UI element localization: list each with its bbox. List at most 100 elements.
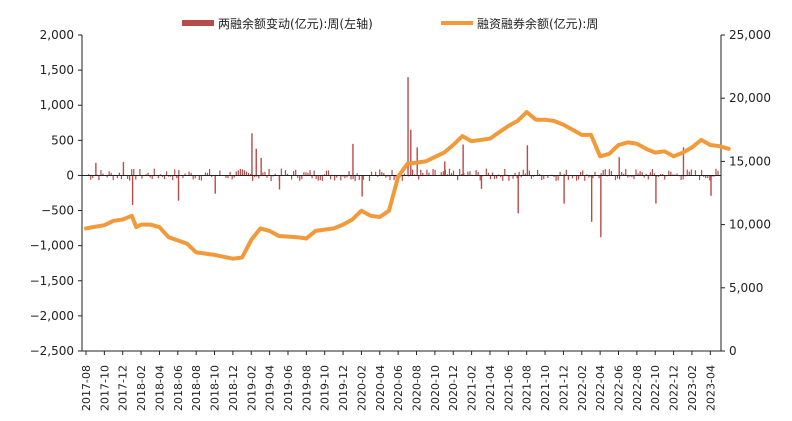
change-bar	[88, 174, 90, 176]
change-bar-spike	[95, 162, 97, 176]
change-bar-spike	[177, 175, 180, 201]
change-bar	[323, 174, 325, 176]
x-tick-label: 2021-08	[521, 365, 534, 411]
right-tick-label: 25,000	[729, 28, 771, 42]
x-tick-label: 2018-06	[172, 365, 185, 411]
left-tick-label: 1,000	[40, 98, 74, 112]
change-bar	[262, 172, 264, 176]
change-bar	[108, 171, 110, 176]
change-bar	[621, 171, 623, 176]
change-bar	[237, 170, 239, 176]
x-tick-label: 2018-10	[209, 365, 222, 411]
change-bar	[350, 175, 352, 180]
change-bar	[342, 175, 344, 177]
change-bar	[110, 172, 112, 176]
change-bar	[686, 169, 688, 176]
change-bar	[651, 168, 653, 176]
change-bar	[370, 171, 373, 176]
change-bar	[200, 175, 202, 181]
change-bar	[649, 172, 651, 176]
x-tick-label: 2020-10	[429, 365, 442, 411]
change-bar	[487, 172, 489, 176]
x-tick-label: 2020-04	[374, 365, 387, 411]
change-bar	[321, 175, 323, 181]
change-bar	[348, 171, 350, 176]
change-bar	[383, 173, 385, 176]
change-bar	[211, 175, 213, 178]
change-bar-spike	[255, 148, 257, 176]
change-bar	[688, 171, 690, 176]
change-bar	[165, 171, 168, 176]
change-bar	[204, 172, 207, 176]
change-bar	[266, 175, 268, 178]
change-bar	[297, 175, 299, 178]
change-bar	[639, 171, 641, 176]
change-bar	[530, 175, 533, 179]
change-bar	[481, 175, 483, 177]
change-bar	[379, 169, 381, 176]
change-bar	[694, 170, 697, 176]
change-bar	[559, 171, 561, 176]
change-bar	[635, 169, 637, 176]
change-bar	[575, 175, 578, 181]
change-bar-spike	[480, 175, 483, 189]
right-tick-label: 15,000	[729, 154, 771, 168]
change-bar	[135, 175, 137, 180]
change-bar	[600, 173, 602, 176]
change-bar	[411, 169, 414, 176]
change-bar	[434, 169, 436, 176]
change-bar	[286, 173, 289, 176]
change-bar	[157, 175, 159, 179]
right-tick-label: 10,000	[729, 218, 771, 232]
change-bar	[295, 169, 297, 176]
change-bar	[98, 175, 100, 181]
x-tick-label: 2021-04	[484, 365, 497, 411]
change-bar	[537, 169, 539, 176]
change-bar	[270, 175, 272, 182]
change-bar	[479, 175, 481, 181]
change-bar	[231, 175, 233, 180]
change-bar	[92, 175, 94, 179]
change-bar	[301, 175, 303, 180]
change-bar	[631, 175, 633, 178]
change-bar	[539, 173, 541, 176]
change-bar	[707, 175, 709, 179]
change-bar	[717, 170, 719, 176]
change-bar	[182, 175, 184, 179]
change-bar	[385, 175, 387, 178]
left-tick-label: −1,500	[30, 274, 74, 288]
change-bar	[452, 170, 455, 176]
change-bar	[377, 175, 379, 177]
x-tick-label: 2020-12	[447, 365, 460, 411]
weekly-change-bars	[86, 77, 719, 238]
change-bar	[90, 175, 92, 180]
change-bar-spike	[563, 175, 565, 204]
change-bar	[496, 175, 498, 179]
change-bar	[709, 175, 711, 181]
change-bar	[198, 175, 200, 180]
change-bar	[467, 171, 469, 176]
change-bar	[293, 171, 295, 176]
change-bar	[625, 168, 627, 176]
change-bar	[129, 175, 131, 181]
change-bar	[387, 175, 389, 177]
change-bar	[280, 168, 282, 176]
change-bar	[629, 175, 631, 177]
change-bar-spike	[462, 144, 464, 176]
change-bar	[584, 175, 586, 181]
change-bar	[553, 175, 555, 177]
change-bar-spike	[352, 143, 354, 176]
change-bar	[243, 170, 246, 176]
change-bar	[250, 174, 252, 176]
right-tick-label: 0	[729, 344, 737, 358]
right-axis: 25,000 20,000 15,000 10,000 5,000 0	[720, 28, 771, 358]
change-bar	[701, 169, 703, 176]
change-bar	[284, 170, 287, 176]
change-bar-spike	[682, 147, 685, 176]
change-bar	[493, 175, 496, 180]
change-bar	[475, 169, 477, 176]
change-bar-spike	[526, 145, 529, 176]
change-bar	[557, 175, 559, 181]
change-bar	[299, 175, 301, 181]
